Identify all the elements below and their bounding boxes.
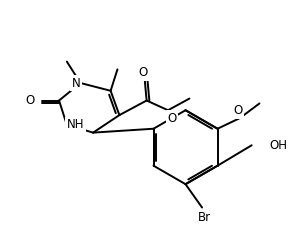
Text: O: O [233,104,243,117]
Text: N: N [72,76,80,89]
Text: Br: Br [197,211,211,224]
Text: OH: OH [269,139,287,152]
Text: O: O [138,66,147,79]
Text: O: O [26,94,35,107]
Text: NH: NH [67,118,84,131]
Text: O: O [167,112,177,124]
